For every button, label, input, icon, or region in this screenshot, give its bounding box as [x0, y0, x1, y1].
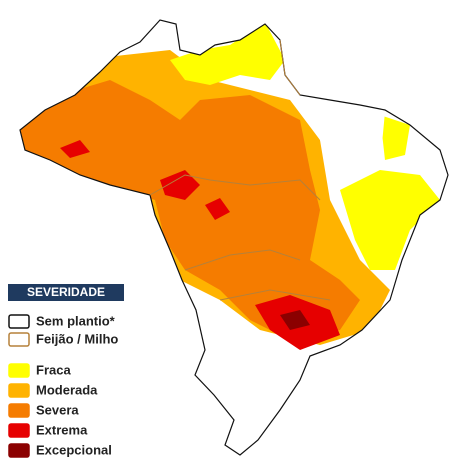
legend-swatch: [8, 332, 30, 347]
weak-area-east: [340, 170, 440, 270]
legend-label: Extrema: [36, 422, 88, 437]
legend-swatch: [8, 443, 30, 458]
legend-title: SEVERIDADE: [27, 285, 105, 299]
legend: SEVERIDADE Sem plantio* Feijão / Milho Fra…: [8, 284, 124, 458]
extreme-area-center: [160, 170, 200, 200]
legend-swatch: [8, 363, 30, 378]
legend-label: Sem plantio*: [36, 313, 116, 328]
weak-area-north: [170, 22, 285, 85]
legend-label: Moderada: [36, 382, 98, 397]
no-planting-northeast: [300, 95, 385, 185]
legend-swatch: [8, 423, 30, 438]
extreme-area-mid: [205, 198, 230, 220]
severe-area: [20, 80, 360, 340]
exceptional-area: [280, 310, 310, 330]
legend-label: Feijão / Milho: [36, 331, 118, 346]
weak-area-northeast: [380, 115, 410, 160]
state-borders: [149, 39, 331, 301]
no-planting-south: [198, 330, 300, 455]
legend-label: Excepcional: [36, 442, 112, 457]
legend-label: Fraca: [36, 362, 71, 377]
extreme-area-west: [60, 140, 90, 158]
legend-swatch: [8, 383, 30, 398]
legend-swatch: [8, 403, 30, 418]
legend-title-box: [8, 284, 124, 301]
legend-swatch: [8, 314, 30, 329]
legend-label: Severa: [36, 402, 79, 417]
